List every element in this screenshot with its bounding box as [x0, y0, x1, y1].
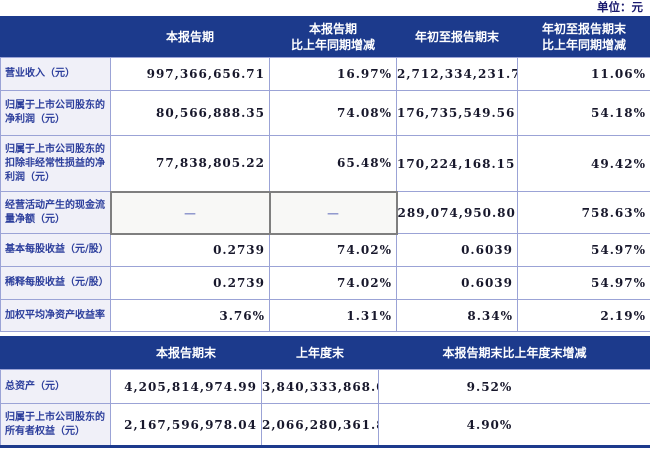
metric-value: 77,838,805.22: [110, 135, 270, 192]
metric-value: 1.31%: [269, 299, 397, 332]
metric-value: 3.76%: [110, 299, 270, 332]
metric-value: 997,366,656.71: [110, 57, 270, 91]
column-header-period-end-change: 本报告期末比上年度末增减: [378, 336, 650, 370]
metric-value: 9.52%: [378, 369, 650, 404]
column-header-label: 比上年同期增减: [290, 38, 375, 52]
column-header-current-period: 本报告期: [110, 16, 270, 58]
metric-value: 54.97%: [517, 233, 650, 267]
quarterly-metrics-table: 本报告期 本报告期 比上年同期增减 年初至报告期末 年初至报告期末 比上年同期增…: [0, 16, 650, 332]
metric-label: 基本每股收益（元/股）: [0, 233, 111, 267]
metric-label: 归属于上市公司股东的所有者权益（元）: [0, 403, 111, 448]
metric-value: 0.6039: [396, 266, 518, 300]
metric-value: 74.02%: [269, 266, 397, 300]
table-row: 基本每股收益（元/股） 0.2739 74.02% 0.6039 54.97%: [0, 233, 650, 267]
table-row: 营业收入（元） 997,366,656.71 16.97% 2,712,334,…: [0, 57, 650, 91]
metric-value-empty: —: [268, 190, 398, 235]
column-header-label: 年初至报告期末: [541, 22, 626, 36]
metric-value: 54.97%: [517, 266, 650, 300]
column-header-label: 上年度末: [295, 346, 344, 360]
metric-value: 2,712,334,231.77: [396, 57, 518, 91]
metric-value: 49.42%: [517, 135, 650, 192]
metric-value: 4.90%: [378, 403, 650, 448]
column-header-label: 年初至报告期末: [414, 30, 499, 44]
column-header-label: 比上年同期增减: [541, 38, 626, 52]
table-row: 经营活动产生的现金流量净额（元） — — 289,074,950.80 758.…: [0, 190, 650, 235]
table-header-row: 本报告期 本报告期 比上年同期增减 年初至报告期末 年初至报告期末 比上年同期增…: [0, 16, 650, 58]
table-row: 总资产（元） 4,205,814,974.99 3,840,333,868.03…: [0, 369, 650, 404]
column-header-period-end: 本报告期末: [110, 336, 262, 370]
metric-value: 758.63%: [517, 191, 650, 234]
metric-value: 170,224,168.15: [396, 135, 518, 192]
metric-value: 176,735,549.56: [396, 90, 518, 136]
metric-value: 74.02%: [269, 233, 397, 267]
table-row: 归属于上市公司股东的所有者权益（元） 2,167,596,978.04 2,06…: [0, 403, 650, 448]
column-header-label: 本报告期: [165, 30, 214, 44]
metric-value: 65.48%: [269, 135, 397, 192]
metric-value: 2,066,280,361.85: [261, 403, 379, 448]
metric-label: 营业收入（元）: [0, 57, 111, 91]
metric-value: 8.34%: [396, 299, 518, 332]
metric-value: 11.06%: [517, 57, 650, 91]
unit-label: 单位：元: [597, 0, 643, 14]
metric-value: 54.18%: [517, 90, 650, 136]
metric-label: 经营活动产生的现金流量净额（元）: [0, 191, 111, 234]
column-header-period-change: 本报告期 比上年同期增减: [269, 16, 397, 58]
metric-label: 加权平均净资产收益率: [0, 299, 111, 332]
metric-value-empty: —: [109, 190, 271, 235]
metric-value: 3,840,333,868.03: [261, 369, 379, 404]
column-header-label: 本报告期末: [155, 346, 216, 360]
metric-value: 16.97%: [269, 57, 397, 91]
metric-value: 74.08%: [269, 90, 397, 136]
column-header-ytd-change: 年初至报告期末 比上年同期增减: [517, 16, 650, 58]
metric-value: 4,205,814,974.99: [110, 369, 262, 404]
column-header-label: 本报告期: [308, 22, 357, 36]
column-header-ytd: 年初至报告期末: [396, 16, 518, 58]
table-row: 稀释每股收益（元/股） 0.2739 74.02% 0.6039 54.97%: [0, 266, 650, 300]
corner-header-cell: [0, 336, 111, 370]
table-row: 加权平均净资产收益率 3.76% 1.31% 8.34% 2.19%: [0, 299, 650, 332]
metric-value: 0.6039: [396, 233, 518, 267]
table-row: 归属于上市公司股东的扣除非经常性损益的净利润（元） 77,838,805.22 …: [0, 135, 650, 192]
table-header-row: 本报告期末 上年度末 本报告期末比上年度末增减: [0, 336, 650, 370]
metric-value: 2,167,596,978.04: [110, 403, 262, 448]
metric-value: 0.2739: [110, 266, 270, 300]
metric-value: 289,074,950.80: [396, 191, 518, 234]
corner-header-cell: [0, 16, 111, 58]
metric-label: 归属于上市公司股东的净利润（元）: [0, 90, 111, 136]
metric-value: 80,566,888.35: [110, 90, 270, 136]
metric-value: 0.2739: [110, 233, 270, 267]
metric-value: 2.19%: [517, 299, 650, 332]
metric-label: 归属于上市公司股东的扣除非经常性损益的净利润（元）: [0, 135, 111, 192]
metric-label: 稀释每股收益（元/股）: [0, 266, 111, 300]
table-row: 归属于上市公司股东的净利润（元） 80,566,888.35 74.08% 17…: [0, 90, 650, 136]
period-end-metrics-table: 本报告期末 上年度末 本报告期末比上年度末增减 总资产（元） 4,205,814…: [0, 336, 650, 448]
column-header-label: 本报告期末比上年度末增减: [442, 346, 587, 360]
column-header-prior-year-end: 上年度末: [261, 336, 379, 370]
metric-label: 总资产（元）: [0, 369, 111, 404]
